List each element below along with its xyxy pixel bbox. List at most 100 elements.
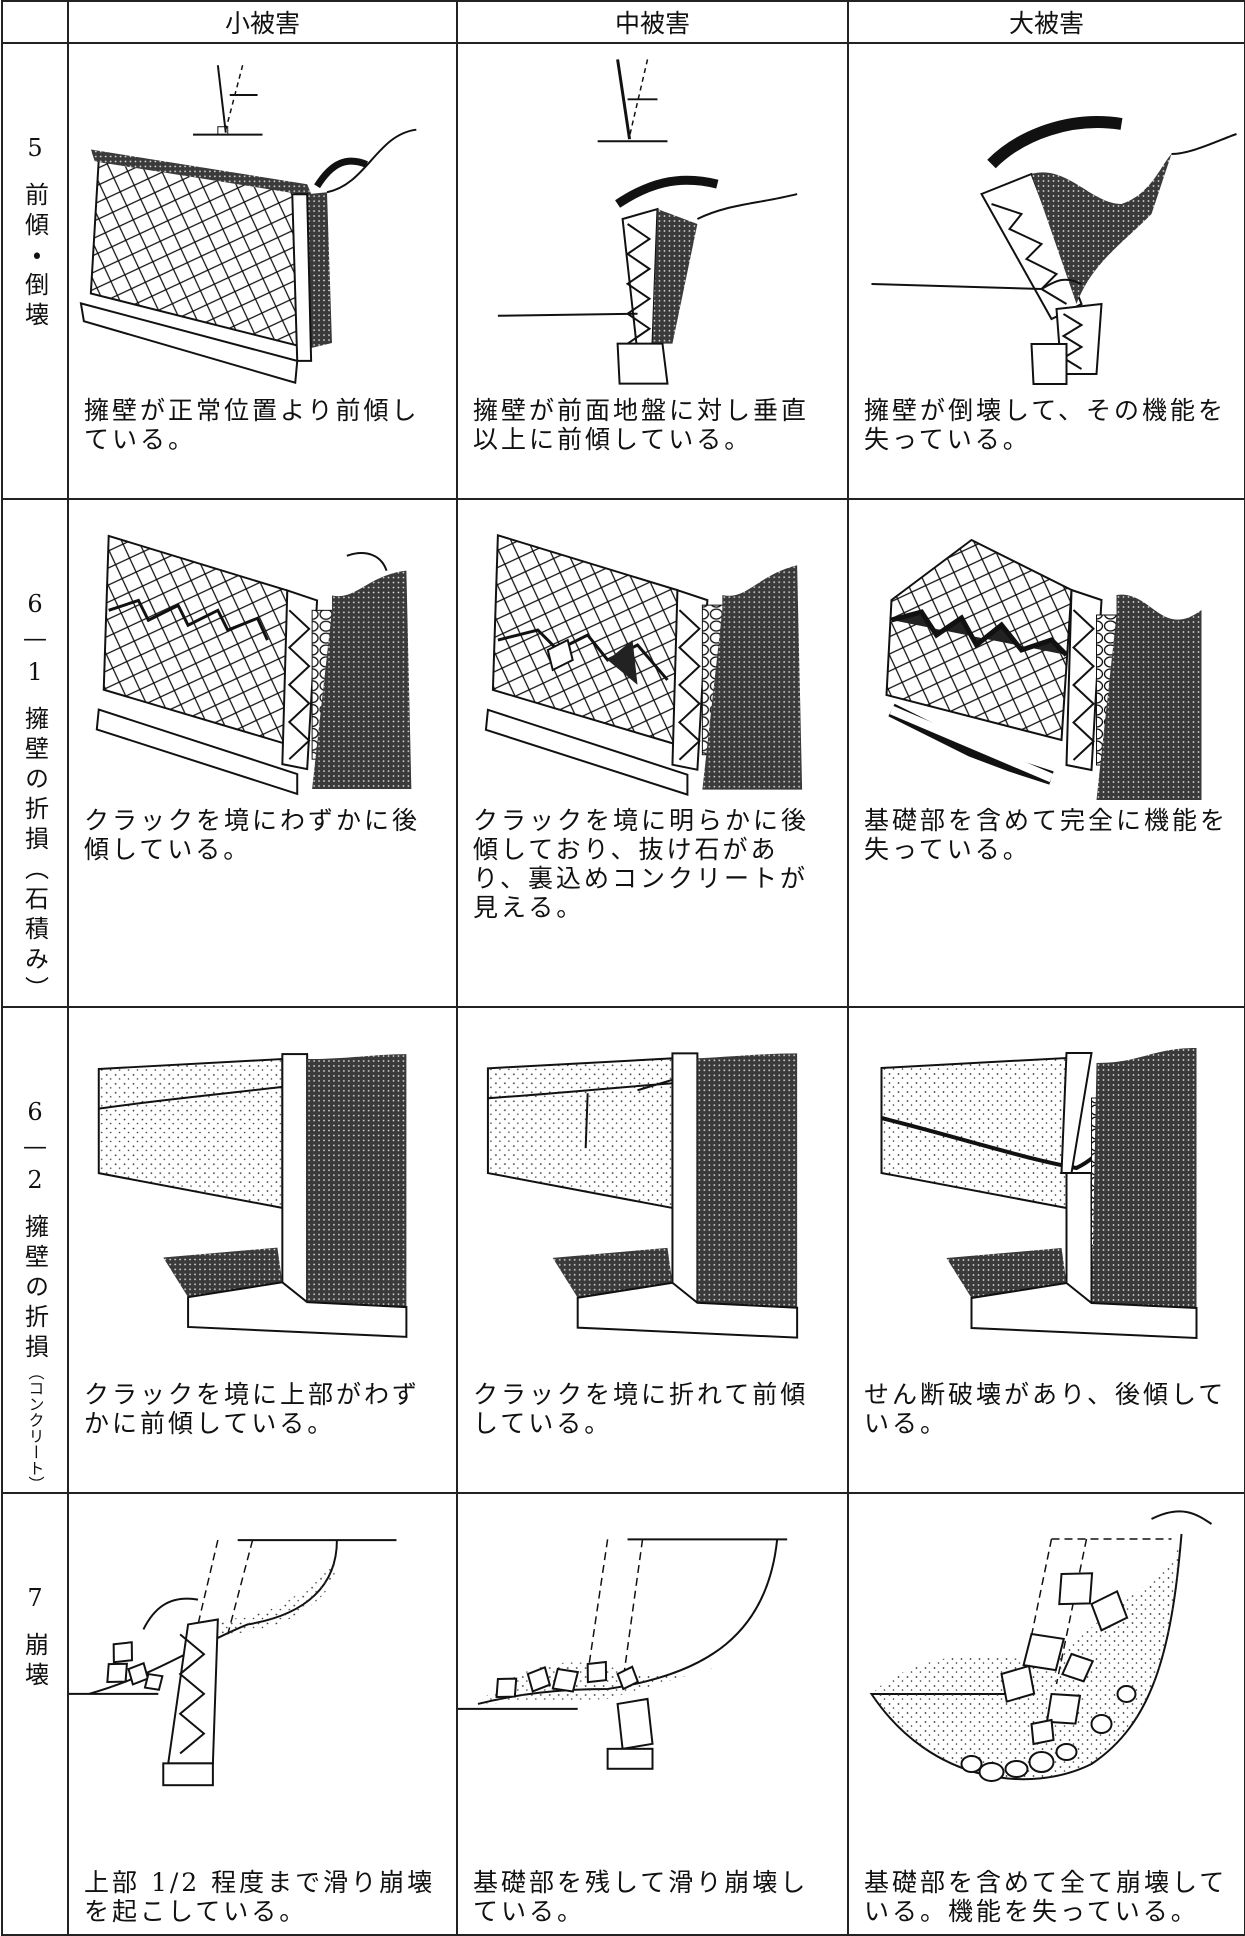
- row-title-text: 前傾・倒壊: [20, 182, 49, 332]
- illustration-shape: [586, 1660, 608, 1684]
- illustration-shape: [1000, 1664, 1036, 1703]
- row-title: 崩壊: [18, 1632, 53, 1692]
- illustration-shape: [102, 534, 289, 746]
- damage-cell: 基礎部を含めて完全に機能を失っている。: [847, 498, 1245, 1008]
- illustration-shape: [880, 1056, 1068, 1210]
- illustration-shape: [702, 565, 803, 790]
- illustration-shape: [326, 128, 417, 194]
- row-title-text: 擁壁の折損: [20, 706, 49, 856]
- illustration-shape: [1045, 1692, 1082, 1725]
- illustration-shape: [978, 1762, 1005, 1782]
- illustration-shape: [621, 207, 659, 356]
- illustration-shape: [616, 1697, 654, 1750]
- illustration-shape: [106, 1662, 128, 1684]
- illustration-shape: [484, 708, 689, 797]
- illustration-shape: [142, 1597, 199, 1630]
- illustration-shape: [628, 59, 649, 137]
- damage-cell: 擁壁が前面地盤に対し垂直以上に前傾している。: [456, 42, 849, 500]
- illustration-shape: [1004, 1760, 1029, 1778]
- illustration-shape: [980, 172, 1083, 321]
- illustration-shape: [546, 638, 574, 672]
- illustration-shape: [79, 301, 299, 385]
- row-title: 擁壁の折損（コンクリート）: [18, 1214, 53, 1492]
- row-label: 7 崩壊: [3, 1494, 67, 1692]
- illustration-shape: [1030, 1718, 1055, 1746]
- illustration-shape: [1061, 1652, 1095, 1683]
- illustration-shape: [970, 1281, 1198, 1340]
- illustration-shape: [217, 126, 229, 136]
- row-title-text: 擁壁の折損: [20, 1214, 49, 1364]
- damage-cell: 基礎部を残して滑り崩壊している。: [456, 1492, 849, 1936]
- illustration-shape: [1171, 133, 1237, 155]
- illustration-shape: [586, 1539, 644, 1685]
- illustration-shape: [615, 175, 719, 208]
- damage-description: 基礎部を残して滑り崩壊している。: [473, 1868, 809, 1926]
- illustration-shape: [526, 1666, 551, 1693]
- illustration-shape: [163, 1247, 283, 1298]
- illustration-shape: [1030, 343, 1068, 385]
- illustration-shape: [314, 157, 368, 189]
- illustration-shape: [291, 193, 313, 362]
- illustration-shape: [108, 598, 269, 641]
- illustration: [885, 538, 1202, 800]
- illustration-shape: [616, 1665, 640, 1691]
- damage-description: 基礎部を含めて完全に機能を失っている。: [864, 806, 1229, 864]
- illustration: [871, 116, 1237, 385]
- table-row: 5 前傾・倒壊 擁壁が正常位置より前傾している。 擁壁が前面地盤に対し垂直以上に前…: [1, 42, 1245, 500]
- illustration-shape: [625, 223, 652, 345]
- illustration-shape: [162, 1762, 214, 1787]
- row-label: 6—2 擁壁の折損（コンクリート）: [3, 1008, 67, 1492]
- illustration-shape: [637, 1077, 678, 1092]
- damage-cell: 擁壁が正常位置より前傾している。: [67, 42, 458, 500]
- illustration-shape: [871, 278, 1082, 291]
- illustration-shape: [697, 1053, 798, 1318]
- illustration: [497, 59, 798, 385]
- damage-description: 基礎部を含めて全て崩壊している。機能を失っている。: [864, 1868, 1228, 1926]
- damage-cell: クラックを境に明らかに後傾しており、抜け石があり、裏込めコンクリートが見える。: [456, 498, 849, 1008]
- illustration-shape: [1090, 1714, 1113, 1734]
- illustration-shape: [652, 209, 698, 344]
- table-row: 7 崩壊 上部 1/2 程度まで滑り崩壊を起こしている。 基礎部を残して滑り崩壊してい…: [1, 1492, 1245, 1936]
- illustration-shape: [487, 1082, 673, 1149]
- illustration-shape: [197, 1539, 254, 1635]
- illustration-shape: [178, 1633, 206, 1755]
- damage-description: せん断破壊があり、後傾している。: [864, 1380, 1227, 1438]
- damage-cell: クラックを境に折れて前傾している。: [456, 1006, 849, 1494]
- illustration: [69, 1539, 397, 1787]
- illustration-shape: [281, 1053, 309, 1304]
- damage-cell: 基礎部を含めて全て崩壊している。機能を失っている。: [847, 1492, 1245, 1936]
- row-label-cell: 6—2 擁壁の折損（コンクリート）: [1, 1006, 69, 1494]
- illustration: [95, 534, 412, 796]
- row-title-note: （コンクリート）: [25, 1364, 45, 1492]
- illustration-shape: [346, 552, 388, 571]
- illustration-shape: [486, 1057, 674, 1210]
- illustration-shape: [143, 1672, 164, 1691]
- illustration-shape: [312, 570, 412, 789]
- row-number: 6—2: [21, 1098, 49, 1200]
- damage-cell: クラックを境に上部がわずかに前傾している。: [67, 1006, 458, 1494]
- illustration-shape: [551, 1667, 580, 1693]
- illustration-shape: [616, 59, 632, 140]
- row-label-cell: 7 崩壊: [1, 1492, 69, 1936]
- illustration-shape: [217, 1554, 337, 1635]
- column-header: 中被害: [456, 0, 849, 44]
- illustration-shape: [1055, 1743, 1078, 1761]
- row-title-note: （石積み）: [20, 856, 49, 1006]
- illustration-shape: [287, 609, 311, 760]
- damage-description: 擁壁が前面地盤に対し垂直以上に前傾している。: [473, 396, 810, 454]
- illustration-shape: [95, 708, 299, 796]
- illustration-shape: [491, 533, 679, 747]
- illustration-shape: [127, 1661, 150, 1686]
- illustration-shape: [90, 149, 313, 197]
- damage-description: クラックを境に明らかに後傾しており、抜け石があり、裏込めコンクリートが見える。: [473, 806, 810, 922]
- illustration-shape: [495, 1677, 518, 1699]
- illustration-shape: [616, 342, 669, 385]
- row-title: 前傾・倒壊: [18, 182, 53, 332]
- illustration-shape: [1028, 1751, 1055, 1773]
- damage-cell: 上部 1/2 程度まで滑り崩壊を起こしている。: [67, 1492, 458, 1936]
- table-body: 5 前傾・倒壊 擁壁が正常位置より前傾している。 擁壁が前面地盤に対し垂直以上に前…: [1, 42, 1245, 1936]
- damage-cell: せん断破壊があり、後傾している。: [847, 1006, 1245, 1494]
- illustration-shape: [552, 1247, 673, 1298]
